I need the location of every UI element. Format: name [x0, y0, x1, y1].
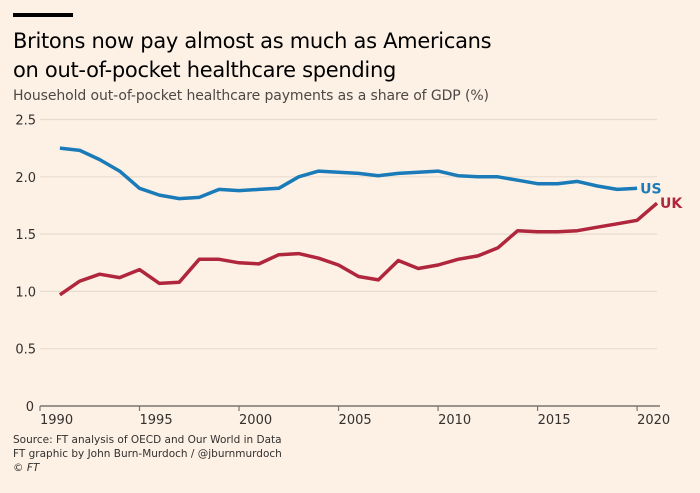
y-axis-tick-labels: 0 0.5 1.0 1.5 2.0 2.5	[15, 114, 36, 416]
x-tick-label: 2000	[239, 413, 272, 428]
x-tick-label: 1990	[40, 413, 73, 428]
x-tick-label: 2020	[637, 413, 670, 428]
y-tick-label: 0	[26, 400, 34, 415]
ft-top-bar	[13, 13, 73, 17]
y-tick-label: 1.0	[15, 285, 36, 300]
gridlines	[40, 118, 657, 350]
x-tick-label: 2015	[538, 413, 571, 428]
x-tick-label: 1995	[140, 413, 173, 428]
series-label-us: US	[640, 181, 661, 197]
x-tick-label: 2010	[438, 413, 471, 428]
copyright: © FT	[13, 461, 282, 475]
series-label-uk: UK	[660, 196, 683, 212]
chart-title-line1: Britons now pay almost as much as Americ…	[13, 29, 492, 53]
series-line-us	[59, 146, 638, 201]
copyright-name: FT	[26, 462, 40, 474]
chart-subtitle: Household out-of-pocket healthcare payme…	[13, 88, 489, 104]
x-axis: 1990 1995 2000 2005 2010 2015 2020	[39, 405, 670, 428]
y-tick-label: 0.5	[15, 343, 36, 358]
graphic-credit: FT graphic by John Burn-Murdoch / @jburn…	[13, 448, 282, 460]
chart-title: Britons now pay almost as much as Americ…	[13, 27, 613, 85]
chart-footer: Source: FT analysis of OECD and Our Worl…	[13, 433, 282, 475]
series-line-uk	[58, 201, 659, 297]
y-tick-label: 2.5	[15, 114, 36, 129]
y-tick-label: 1.5	[15, 228, 36, 243]
copyright-symbol: ©	[13, 462, 24, 474]
x-tick-label: 2005	[339, 413, 372, 428]
y-tick-label: 2.0	[15, 171, 36, 186]
source-note: Source: FT analysis of OECD and Our Worl…	[13, 434, 282, 446]
series-lines	[58, 146, 659, 297]
chart-title-line2: on out-of-pocket healthcare spending	[13, 58, 396, 82]
